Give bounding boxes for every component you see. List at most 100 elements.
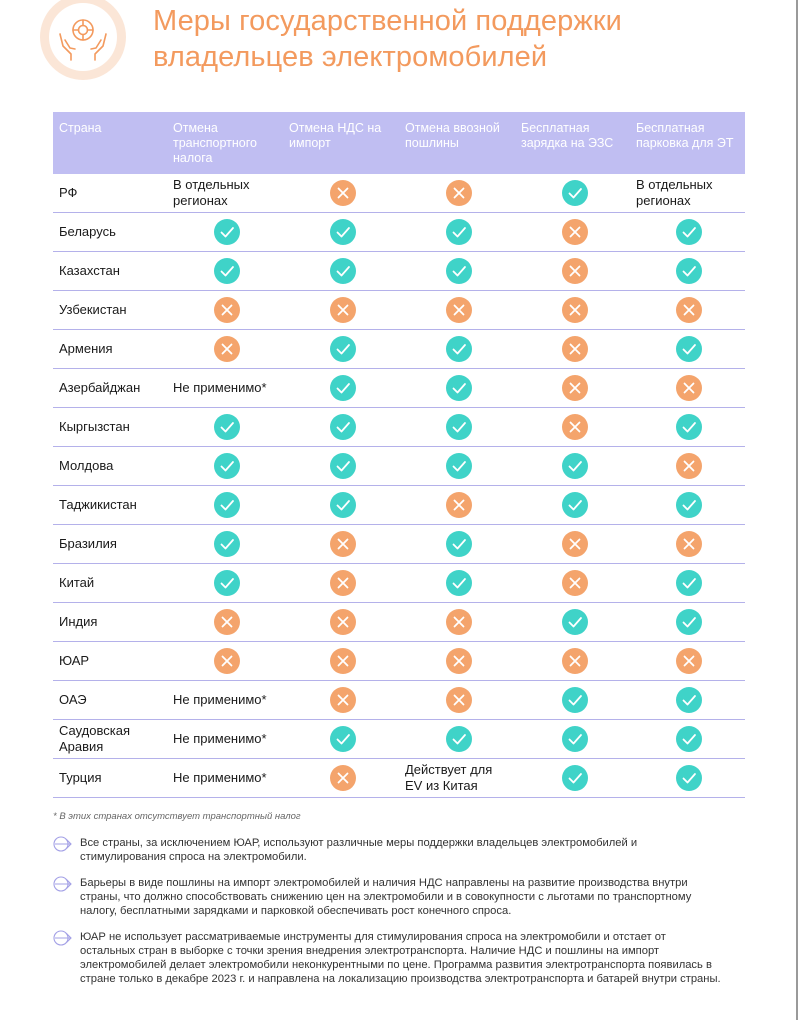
yes-cell [632, 719, 745, 759]
cross-icon [675, 453, 702, 479]
yes-cell [632, 329, 745, 369]
yes-cell [401, 524, 517, 564]
cross-icon [214, 648, 240, 674]
no-cell [517, 524, 632, 564]
yes-cell [169, 407, 285, 447]
table-row: Таджикистан [53, 485, 745, 525]
no-cell [517, 329, 632, 369]
yes-cell [632, 602, 745, 642]
yes-cell [632, 758, 745, 798]
no-cell [401, 485, 517, 525]
yes-cell [169, 212, 285, 252]
table-row: Кыргызстан [53, 407, 745, 447]
cross-icon [675, 531, 702, 557]
country-cell: Бразилия [53, 524, 169, 564]
cross-icon [446, 687, 472, 713]
no-cell [169, 641, 285, 681]
no-cell [517, 641, 632, 681]
checkmark-icon [330, 219, 356, 245]
no-cell [632, 368, 745, 408]
checkmark-icon [330, 414, 356, 440]
table-row: Турция Не применимо* Действует для EV из К… [53, 758, 745, 798]
checkmark-icon [446, 570, 472, 596]
no-cell [517, 212, 632, 252]
checkmark-icon [214, 258, 240, 284]
cross-icon [675, 297, 702, 323]
footnote: * В этих странах отсутствует транспортны… [53, 811, 301, 822]
arrow-right-icon [53, 876, 75, 918]
no-cell [517, 251, 632, 291]
cross-icon [446, 180, 472, 206]
cross-icon [330, 609, 356, 635]
yes-cell [632, 680, 745, 720]
cross-icon [214, 336, 240, 362]
country-cell: Таджикистан [53, 485, 169, 525]
checkmark-icon [675, 609, 702, 635]
country-cell: Беларусь [53, 212, 169, 252]
yes-cell [517, 602, 632, 642]
yes-cell [632, 407, 745, 447]
yes-cell [285, 446, 401, 486]
header-import-duty: Отмена ввозной пошлины [401, 112, 517, 174]
cross-icon [561, 219, 588, 245]
arrow-right-icon [53, 836, 75, 864]
cross-icon [330, 765, 356, 791]
cross-icon [214, 609, 240, 635]
yes-cell [169, 485, 285, 525]
country-cell: Кыргызстан [53, 407, 169, 447]
checkmark-icon [446, 375, 472, 401]
checkmark-icon [675, 765, 702, 791]
yes-cell [517, 680, 632, 720]
table-row: Беларусь [53, 212, 745, 252]
checkmark-icon [561, 687, 588, 713]
checkmark-icon [214, 414, 240, 440]
text-cell: В отдельных регионах [169, 174, 285, 213]
checkmark-icon [561, 765, 588, 791]
cross-icon [330, 531, 356, 557]
bullet-text: ЮАР не использует рассматриваемые инстру… [80, 931, 721, 985]
yes-cell [169, 446, 285, 486]
bullet-text: Барьеры в виде пошлины на импорт электро… [80, 877, 692, 917]
checkmark-icon [446, 219, 472, 245]
support-measures-table: Страна Отмена транспортного налога Отмен… [53, 112, 745, 798]
checkmark-icon [330, 258, 356, 284]
bullet-item: Все страны, за исключением ЮАР, использу… [53, 836, 723, 864]
no-cell [401, 290, 517, 330]
checkmark-icon [675, 336, 702, 362]
table-row: Казахстан [53, 251, 745, 291]
yes-cell [517, 446, 632, 486]
cross-icon [561, 648, 588, 674]
no-cell [632, 446, 745, 486]
no-cell [517, 368, 632, 408]
yes-cell [285, 329, 401, 369]
table-row: Узбекистан [53, 290, 745, 330]
yes-cell [401, 407, 517, 447]
checkmark-icon [561, 609, 588, 635]
cross-icon [330, 648, 356, 674]
cross-icon [675, 375, 702, 401]
cross-icon [561, 570, 588, 596]
checkmark-icon [675, 414, 702, 440]
no-cell [517, 407, 632, 447]
no-cell [632, 290, 745, 330]
country-cell: ЮАР [53, 641, 169, 681]
country-cell: Молдова [53, 446, 169, 486]
cross-icon [330, 570, 356, 596]
no-cell [401, 641, 517, 681]
no-cell [285, 758, 401, 798]
country-cell: Турция [53, 758, 169, 798]
yes-cell [632, 563, 745, 603]
yes-cell [401, 251, 517, 291]
checkmark-icon [446, 726, 472, 752]
yes-cell [285, 485, 401, 525]
checkmark-icon [330, 453, 356, 479]
checkmark-icon [330, 375, 356, 401]
header-free-charging: Бесплатная зарядка на ЭЗС [517, 112, 632, 174]
table-row: Саудовская Аравия Не применимо* [53, 719, 745, 759]
no-cell [169, 329, 285, 369]
bullet-text: Все страны, за исключением ЮАР, использу… [80, 837, 638, 863]
checkmark-icon [675, 687, 702, 713]
yes-cell [401, 212, 517, 252]
cross-icon [561, 375, 588, 401]
table-row: ЮАР [53, 641, 745, 681]
